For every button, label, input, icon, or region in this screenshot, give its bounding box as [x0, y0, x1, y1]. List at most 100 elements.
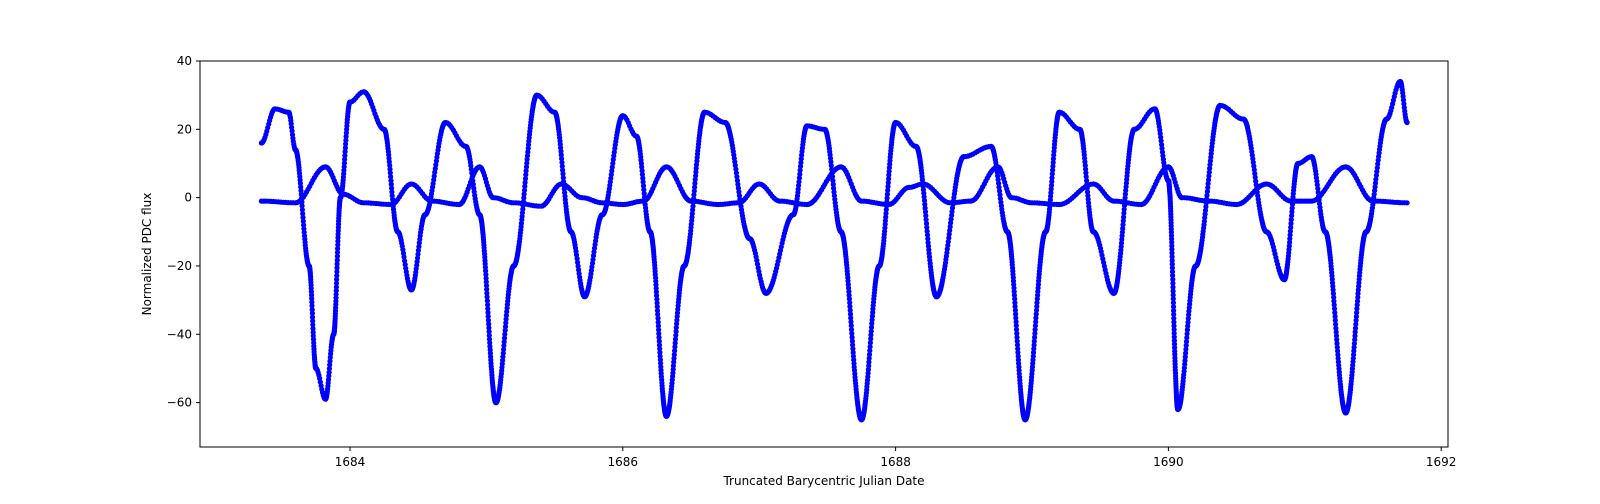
data-point — [1352, 333, 1358, 339]
data-point — [1171, 311, 1177, 317]
data-point — [483, 275, 489, 281]
data-point — [1289, 209, 1295, 215]
data-point — [1289, 205, 1295, 211]
data-point — [1170, 292, 1176, 298]
data-point — [1030, 349, 1037, 356]
x-tick-label: 1692 — [1426, 455, 1457, 469]
y-axis-label: Normalized PDC flux — [140, 193, 154, 316]
data-point — [654, 300, 660, 306]
data-point — [640, 175, 646, 181]
data-point — [1374, 169, 1380, 175]
data-point — [1404, 200, 1410, 206]
data-point — [1183, 339, 1190, 345]
y-tick-label: −60 — [167, 396, 192, 410]
data-point — [299, 203, 305, 209]
data-point — [1033, 315, 1039, 321]
data-point — [883, 207, 889, 213]
data-point — [309, 307, 315, 313]
x-tick-label: 1686 — [608, 455, 639, 469]
data-point — [1287, 236, 1293, 242]
data-point — [655, 319, 661, 325]
data-point — [334, 249, 341, 255]
data-point — [309, 310, 315, 316]
data-point — [521, 191, 527, 197]
data-point — [797, 163, 804, 169]
data-point — [560, 171, 566, 177]
data-point — [996, 180, 1002, 186]
data-point — [1374, 165, 1380, 171]
data-point — [334, 265, 340, 271]
data-point — [1034, 296, 1040, 302]
data-point — [672, 336, 679, 342]
data-point — [432, 166, 438, 172]
data-point — [1049, 175, 1055, 181]
data-point — [415, 255, 421, 261]
y-tick-label: −20 — [167, 259, 192, 273]
data-point — [1169, 269, 1176, 275]
data-point — [657, 349, 663, 356]
data-point — [924, 228, 930, 234]
data-point — [796, 175, 803, 181]
data-point — [796, 179, 802, 185]
data-point — [1169, 254, 1175, 260]
data-point — [388, 181, 394, 187]
data-point — [1013, 323, 1019, 329]
data-point — [299, 207, 305, 213]
y-tick-label: 0 — [184, 191, 192, 205]
data-point — [1182, 354, 1188, 360]
data-point — [654, 304, 660, 310]
data-point — [670, 363, 677, 369]
data-point — [850, 346, 856, 352]
data-point — [1012, 303, 1018, 310]
data-point — [1333, 329, 1339, 335]
data-point — [657, 346, 663, 352]
data-point — [1184, 335, 1190, 341]
data-point — [672, 348, 678, 354]
data-point — [1158, 138, 1164, 144]
data-point — [1083, 174, 1089, 180]
data-point — [309, 314, 316, 320]
data-point — [485, 302, 491, 308]
x-tick-label: 1690 — [1153, 455, 1184, 469]
data-point — [847, 307, 853, 313]
data-point — [1171, 327, 1177, 333]
data-point — [1288, 220, 1294, 227]
data-point — [1184, 331, 1190, 337]
data-point — [1014, 330, 1020, 337]
data-point — [946, 235, 952, 241]
data-point — [868, 328, 874, 334]
data-point — [1352, 325, 1359, 331]
data-point — [502, 324, 509, 330]
data-point — [1207, 165, 1213, 171]
data-point — [1169, 257, 1175, 263]
data-point — [831, 185, 837, 191]
data-point — [501, 346, 507, 353]
data-point — [1014, 334, 1020, 340]
data-point — [501, 339, 507, 345]
data-point — [656, 331, 662, 337]
x-axis-label: Truncated Barycentric Julian Date — [722, 474, 924, 488]
data-point — [690, 203, 696, 209]
data-point — [1049, 171, 1055, 177]
data-point — [1050, 163, 1056, 169]
data-point — [1205, 181, 1211, 187]
data-point — [639, 171, 646, 177]
data-point — [334, 273, 340, 279]
data-point — [883, 210, 889, 216]
data-point — [387, 170, 393, 176]
data-point — [485, 306, 491, 312]
data-point — [848, 319, 854, 325]
data-point — [1400, 97, 1407, 103]
data-point — [868, 324, 875, 330]
data-point — [1287, 228, 1293, 234]
data-point — [656, 342, 663, 348]
data-point — [1288, 217, 1294, 223]
data-point — [1354, 310, 1360, 316]
data-point — [1032, 330, 1038, 337]
data-point — [692, 184, 698, 190]
data-point — [846, 296, 853, 302]
data-point — [298, 188, 304, 194]
data-point — [867, 348, 873, 354]
data-point — [925, 243, 932, 249]
data-point — [654, 308, 661, 314]
